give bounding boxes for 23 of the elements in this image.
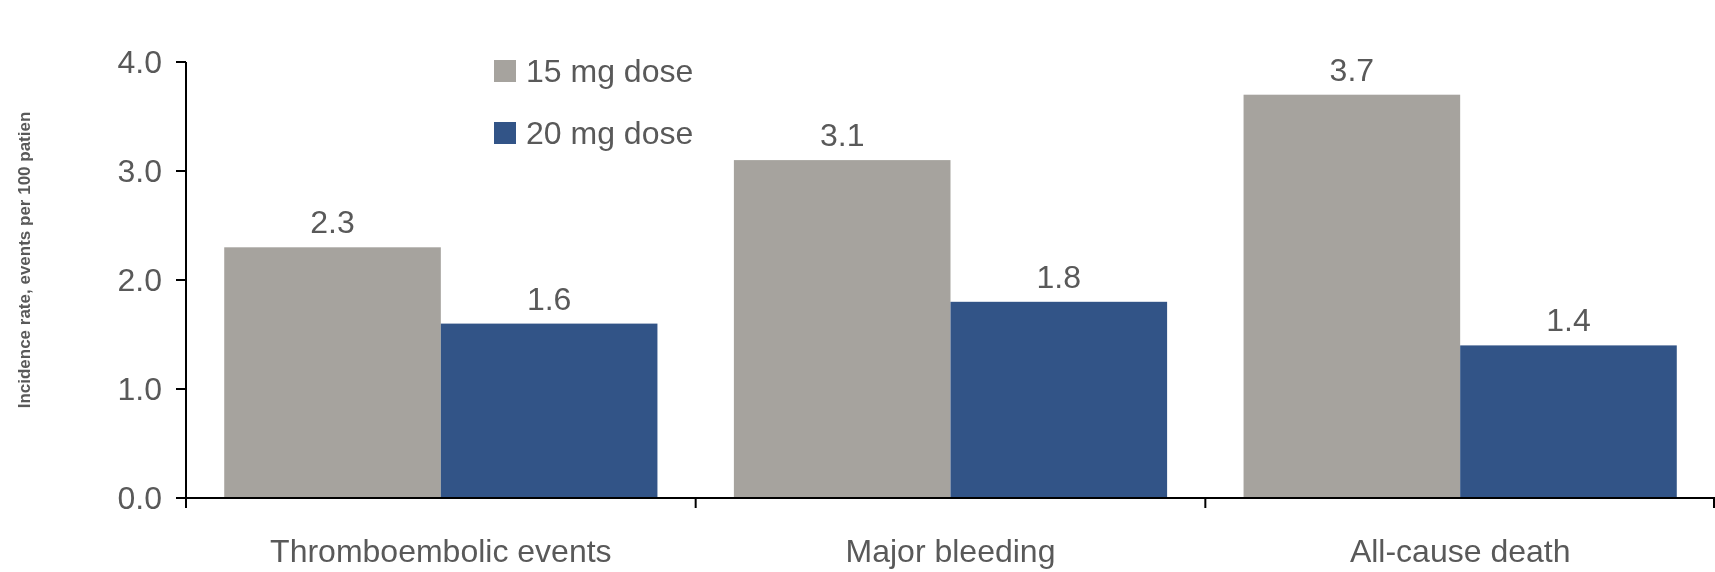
bar [1460, 345, 1677, 498]
x-tick-label: All-cause death [1349, 533, 1571, 569]
y-tick-label: 0.0 [117, 480, 162, 517]
x-tick-label: Thromboembolic events [270, 533, 612, 569]
data-label: 2.3 [310, 204, 355, 241]
bar [733, 160, 951, 498]
bar [1243, 94, 1461, 498]
data-label: 1.6 [526, 280, 572, 317]
data-label: 1.8 [1036, 258, 1082, 295]
data-label: 3.1 [819, 117, 865, 154]
y-axis-title: Incidence rate, events per 100 patien [15, 111, 34, 409]
legend-label: 15 mg dose [526, 53, 694, 90]
y-tick-label: 2.0 [117, 262, 162, 299]
bar [440, 323, 658, 498]
data-label: 3.7 [1329, 51, 1375, 88]
legend-label: 20 mg dose [526, 115, 694, 152]
y-tick-label: 3.0 [117, 153, 162, 190]
bar [950, 301, 1168, 498]
x-tick-label: Major bleeding [845, 533, 1056, 569]
bar [224, 247, 441, 498]
y-tick-label: 4.0 [117, 44, 162, 81]
y-tick-label: 1.0 [117, 371, 162, 408]
data-label: 1.4 [1546, 302, 1591, 339]
